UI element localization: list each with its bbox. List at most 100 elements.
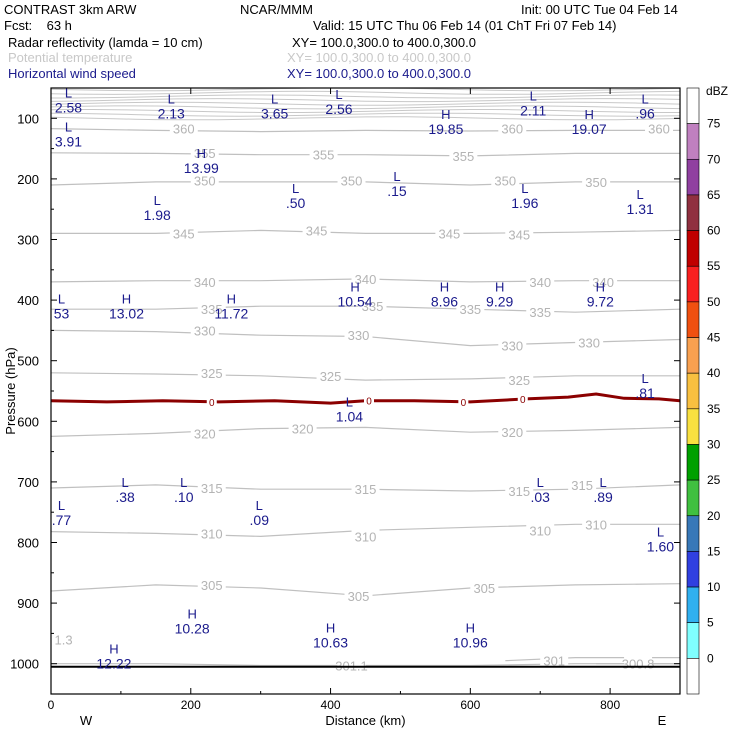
colorbar-segment [686, 372, 700, 410]
wind-extremum-type: L [168, 91, 175, 106]
theta-bundle-line [51, 101, 680, 106]
theta-contour-label: 350 [494, 174, 516, 189]
y-tick-label: 200 [17, 172, 39, 187]
colorbar-level-label: 15 [707, 544, 721, 558]
wind-extremum-type: L [657, 525, 664, 540]
theta-label-bg [197, 301, 226, 316]
theta-contour-label: 310 [355, 529, 377, 544]
y-tick-label: 1000 [10, 657, 39, 672]
colorbar-segment [686, 158, 700, 196]
theta-contour-label: 340 [194, 275, 216, 290]
theta-contour-label: 350 [194, 174, 216, 189]
theta-label-bg [582, 516, 611, 531]
theta-contour-325 [51, 372, 680, 381]
theta-label-bg [288, 420, 317, 435]
wind-extremum-value: 11.72 [214, 305, 248, 321]
theta-contour-label: 355 [313, 148, 335, 163]
wind-extremum-value: 2.58 [55, 99, 82, 115]
colorbar-segment [686, 658, 700, 695]
wind-extremum-value: .77 [52, 512, 72, 528]
theta-contour-label: 325 [201, 366, 223, 381]
wind-extremum-value: 10.96 [453, 634, 488, 650]
colorbar-level-label: 5 [707, 616, 714, 630]
wind-extremum-type: L [292, 181, 299, 196]
wind-extremum-value: 1.60 [647, 539, 674, 555]
wind-extremum-type: H [466, 620, 475, 635]
theta-contour-label: 310 [529, 523, 551, 538]
field-name-reflectivity: Radar reflectivity (lamda = 10 cm) [8, 35, 203, 50]
wind-extremum-type: L [58, 291, 65, 306]
colorbar-level-label: 55 [707, 259, 721, 273]
colorbar-level-label: 30 [707, 437, 721, 451]
plot-area: 360 360 360 355 355 355 350 350 350 350 345 345 345 3… [51, 85, 680, 674]
theta-bundle-line [51, 116, 680, 121]
theta-contour-label: 301 [543, 654, 565, 669]
colorbar-segment [686, 515, 700, 552]
wind-extremum-value: 53 [54, 305, 70, 321]
wind-extremum-type: L [256, 498, 263, 513]
theta-contour-label: 355 [194, 146, 216, 161]
theta-contour-label: 355 [452, 149, 474, 164]
wind-extremum-value: .96 [635, 105, 655, 121]
organization: NCAR/MMM [240, 2, 313, 17]
theta-contour-label: 360 [648, 122, 670, 137]
theta-bundle-line [51, 98, 680, 103]
reflectivity-zero-contour [51, 392, 680, 405]
theta-label-bg [505, 226, 534, 241]
theta-label-bg [302, 222, 331, 237]
theta-label-bg [190, 425, 219, 440]
theta-label-bg [470, 579, 499, 594]
y-tick-label: 400 [17, 293, 39, 308]
reflectivity-contour-label: 0 [520, 395, 526, 406]
wind-extremum-type: H [109, 642, 118, 657]
theta-contour-label: 330 [501, 339, 523, 354]
colorbar-level-label: 20 [707, 509, 721, 523]
y-tick-label: 700 [17, 475, 39, 490]
wind-extremum-type: L [180, 475, 187, 490]
theta-label-bg [645, 120, 674, 135]
theta-contour-label: 340 [592, 275, 614, 290]
theta-contour-label: 325 [508, 373, 530, 388]
wind-extremum-type: L [154, 193, 161, 208]
wind-extremum-type: L [641, 371, 648, 386]
reflectivity-label-bg [363, 394, 374, 406]
theta-label-bg [498, 337, 527, 352]
plot-header: CONTRAST 3km ARW NCAR/MMM Init: 00 UTC T… [4, 2, 678, 81]
wind-extremum-type: L [65, 85, 72, 100]
theta-label-bg [351, 481, 380, 496]
wind-extremum-type: L [271, 91, 278, 106]
plot-contents: 360 360 360 355 355 355 350 350 350 350 345 345 345 3… [51, 85, 680, 674]
x-axis-label: Distance (km) [325, 713, 405, 728]
theta-label-bg [526, 522, 555, 537]
theta-label-bg [491, 172, 520, 187]
theta-contour-label: 350 [585, 175, 607, 190]
theta-contour-label: 335 [529, 305, 551, 320]
wind-extremum-type: H [326, 620, 335, 635]
colorbar-level-label: 75 [707, 117, 721, 131]
theta-contour-label: 330 [578, 336, 600, 351]
colorbar-segment [686, 194, 700, 231]
wind-extremum-type: H [440, 279, 449, 294]
theta-label-bg [589, 273, 618, 288]
colorbar-level-label: 60 [707, 224, 721, 238]
theta-contour-label: 320 [501, 425, 523, 440]
wind-extremum-value: .50 [286, 195, 306, 211]
theta-contour-label: 320 [194, 426, 216, 441]
wind-extremum-type: H [227, 291, 236, 306]
colorbar-segment [686, 265, 700, 303]
wind-extremum-type: H [197, 146, 206, 161]
wind-extremum-type: H [596, 279, 605, 294]
y-tick-label: 300 [17, 233, 39, 248]
theta-contour-label: 360 [501, 122, 523, 137]
wind-extremum-value: 19.85 [428, 121, 463, 137]
theta-label-bg [526, 273, 555, 288]
theta-label-bg [169, 225, 198, 240]
forecast-hour: Fcst: 63 h [4, 18, 72, 33]
model-name: CONTRAST 3km ARW [4, 2, 137, 17]
theta-label-bg [337, 172, 366, 187]
wind-extremum-value: 13.99 [184, 160, 219, 176]
wind-extremum-value: 10.54 [337, 293, 372, 309]
wind-extremum-type: L [537, 475, 544, 490]
wind-extremum-value: 3.65 [261, 105, 288, 121]
